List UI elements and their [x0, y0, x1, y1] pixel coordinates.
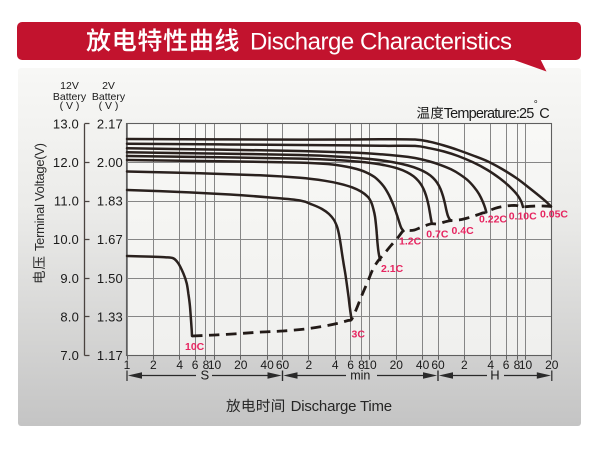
svg-text:C: C: [539, 106, 549, 122]
svg-text:1.67: 1.67: [97, 232, 123, 247]
svg-text:6: 6: [503, 358, 510, 372]
svg-text:1: 1: [124, 358, 131, 372]
svg-text:11.0: 11.0: [54, 194, 79, 209]
svg-text:H: H: [490, 368, 499, 383]
svg-text:0.10C: 0.10C: [509, 211, 537, 223]
svg-text:10: 10: [208, 358, 222, 372]
svg-text:7.0: 7.0: [60, 348, 79, 363]
svg-text:6: 6: [192, 358, 199, 372]
svg-text:8: 8: [358, 358, 365, 372]
svg-text:1.33: 1.33: [97, 309, 123, 324]
svg-text:13.0: 13.0: [53, 116, 79, 131]
svg-text:1.2C: 1.2C: [399, 236, 422, 248]
svg-text:6: 6: [347, 358, 354, 372]
svg-text:0.7C: 0.7C: [426, 228, 449, 240]
svg-text:4: 4: [332, 358, 339, 372]
svg-text:60: 60: [276, 358, 290, 372]
svg-text:1.17: 1.17: [97, 348, 123, 363]
svg-text:8.0: 8.0: [60, 309, 79, 324]
svg-text:°: °: [534, 100, 538, 111]
svg-text:12V: 12V: [60, 80, 79, 92]
svg-text:0.05C: 0.05C: [540, 209, 568, 221]
svg-text:0.4C: 0.4C: [452, 225, 475, 237]
svg-text:20: 20: [545, 358, 559, 372]
svg-text:60: 60: [431, 358, 445, 372]
svg-text:2: 2: [305, 358, 312, 372]
svg-text:3C: 3C: [352, 329, 366, 341]
svg-text:1.50: 1.50: [97, 271, 123, 286]
svg-text:2V: 2V: [102, 80, 115, 92]
svg-text:Battery: Battery: [53, 91, 87, 103]
svg-text:1.83: 1.83: [97, 194, 123, 209]
svg-text:40: 40: [260, 358, 274, 372]
svg-text:0.22C: 0.22C: [479, 214, 507, 226]
svg-text:S: S: [200, 368, 209, 383]
svg-text:9.0: 9.0: [60, 271, 79, 286]
svg-text:Battery: Battery: [92, 91, 126, 103]
svg-text:4: 4: [176, 358, 183, 372]
svg-text:Discharge Characteristics: Discharge Characteristics: [250, 29, 512, 56]
svg-text:10.0: 10.0: [53, 232, 79, 247]
svg-text:10: 10: [519, 358, 533, 372]
svg-text:8: 8: [514, 358, 521, 372]
svg-text:12.0: 12.0: [53, 155, 79, 170]
svg-text:min: min: [350, 369, 370, 383]
svg-text:Discharge Time: Discharge Time: [291, 398, 393, 415]
svg-text:40: 40: [416, 358, 430, 372]
svg-text:2: 2: [150, 358, 157, 372]
svg-text:Terminal Voltage(V): Terminal Voltage(V): [32, 143, 47, 251]
svg-text:2: 2: [461, 358, 468, 372]
svg-text:2.17: 2.17: [97, 116, 123, 131]
svg-text:( V ): ( V ): [99, 100, 119, 112]
svg-text:4: 4: [487, 358, 494, 372]
svg-text:10: 10: [363, 358, 377, 372]
svg-text:( V ): ( V ): [60, 100, 80, 112]
svg-text:Temperature:25: Temperature:25: [444, 106, 535, 122]
svg-text:20: 20: [234, 358, 248, 372]
svg-text:20: 20: [390, 358, 404, 372]
svg-text:10C: 10C: [185, 341, 205, 353]
svg-text:8: 8: [203, 358, 210, 372]
svg-text:2.1C: 2.1C: [381, 263, 404, 275]
svg-text:2.00: 2.00: [97, 155, 123, 170]
